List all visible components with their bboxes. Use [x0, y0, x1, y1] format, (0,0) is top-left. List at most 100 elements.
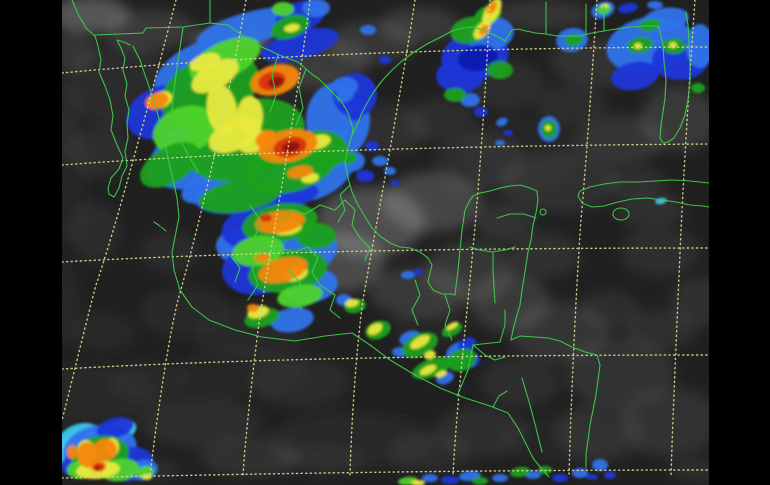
storm-blob-b2 [332, 77, 358, 95]
storm-blob-dr [282, 141, 300, 153]
longitude-gridline [149, 0, 247, 477]
border-isla-de-la-juventud [612, 207, 630, 221]
storm-blob-or [93, 438, 117, 462]
storm-blob-g2 [232, 235, 284, 267]
storm-blob-ye [545, 125, 551, 131]
storm-blob-ye [424, 350, 436, 360]
border-northwest-interior-state-lines [170, 27, 307, 173]
storm-blob-ye [237, 96, 263, 136]
storm-blob-b1 [261, 27, 339, 63]
storm-blob-g1 [444, 88, 466, 102]
storm-blob-ye [669, 42, 677, 48]
graticule-layer [62, 0, 709, 479]
storm-blob-g1 [472, 477, 488, 485]
border-cuba [577, 179, 709, 208]
storm-blob-dr [268, 76, 284, 88]
latitude-gridline [62, 143, 709, 166]
storm-blob-ye [284, 23, 300, 33]
storm-blob-ye [345, 298, 359, 308]
letterbox-right-bar [709, 0, 770, 485]
storm-blob-b2 [336, 89, 354, 103]
map-borders-layer [71, 0, 709, 478]
border-small-islands [153, 208, 547, 232]
storm-blob-b2 [422, 474, 438, 482]
storm-blob-b2 [647, 1, 663, 9]
storm-blob-ye [191, 58, 239, 94]
storm-blob-g1 [510, 466, 530, 478]
storm-blob-b2 [572, 468, 588, 478]
storm-blob-or [145, 92, 169, 110]
border-gulf-coast-yucatan [344, 134, 539, 341]
storm-blob-g1 [198, 178, 282, 214]
storm-blob-ye [419, 364, 437, 376]
storm-blob-g1 [339, 152, 357, 164]
storm-blob-ye [601, 4, 609, 8]
storm-blob-re [260, 214, 272, 222]
letterbox-left-bar [0, 0, 62, 485]
storm-blob-b2 [372, 156, 388, 166]
storm-blob-b1 [586, 474, 598, 480]
storm-blob-ye [410, 335, 430, 349]
storm-blob-ye [142, 474, 152, 480]
image-content [62, 0, 709, 485]
storm-blob-g1 [565, 33, 583, 47]
border-mainland-pacific-coast [132, 45, 550, 478]
latitude-gridline [62, 247, 709, 263]
storm-blob-ye [445, 321, 459, 331]
border-california-baja-peninsula [71, 0, 131, 198]
longitude-gridline [452, 0, 491, 477]
storm-blob-g1 [487, 61, 513, 79]
storm-blob-g2 [272, 2, 294, 16]
storm-blob-b2 [592, 459, 608, 471]
storm-blob-b2 [401, 271, 415, 279]
storm-blob-dr [94, 466, 100, 470]
longitude-gridline [62, 0, 177, 421]
storm-blob-b2 [495, 140, 505, 146]
border-central-america-caribbean-coast [510, 335, 601, 469]
storm-blob-g1 [691, 83, 705, 93]
longitude-gridline [242, 0, 311, 477]
border-us-mexico-border-rio-grande [94, 22, 354, 136]
storm-blob-b1 [611, 61, 659, 91]
storm-blob-b2 [496, 117, 508, 127]
storm-blob-g2 [153, 105, 217, 155]
border-us-gulf-coast-florida [351, 11, 691, 144]
border-southern-interior-borders [411, 213, 543, 453]
storm-blob-b2 [360, 25, 376, 35]
storm-blob-g1 [296, 223, 336, 249]
storm-blob-ye [367, 323, 383, 335]
storm-blob-b1 [552, 474, 568, 482]
storm-blob-ye [411, 480, 425, 485]
storm-blob-b2 [492, 474, 508, 482]
storm-blob-b1 [474, 107, 488, 117]
storm-blob-b1 [441, 476, 459, 484]
storm-blob-or [247, 304, 259, 312]
storm-blob-b2 [270, 307, 314, 333]
storm-blob-b1 [348, 111, 362, 121]
storm-blob-or [67, 445, 77, 459]
storm-blob-b1 [503, 130, 513, 136]
storm-blob-b1 [413, 269, 423, 275]
storm-blob-b1 [365, 141, 379, 151]
latitude-gridline [62, 354, 709, 370]
storm-blob-g1 [639, 18, 661, 32]
storm-blob-or [287, 165, 313, 179]
border-us-state-lines [209, 0, 605, 36]
storm-blob-or [254, 253, 270, 263]
storm-blob-b1 [618, 2, 638, 14]
storm-blob-or [255, 130, 277, 148]
border-central-interior-state-lines [229, 184, 371, 319]
latitude-gridline [62, 469, 709, 479]
longitude-gridline [568, 0, 598, 477]
storm-blob-b1 [390, 180, 400, 186]
storm-blob-b2 [686, 24, 709, 68]
storm-blob-b1 [379, 56, 391, 64]
latitude-gridline [62, 46, 709, 74]
storm-blob-b1 [604, 471, 616, 479]
storm-blob-g2 [277, 284, 323, 308]
storm-blob-b1 [356, 170, 374, 182]
storm-blob-b2 [525, 471, 541, 479]
storm-blob-ye [435, 370, 447, 378]
